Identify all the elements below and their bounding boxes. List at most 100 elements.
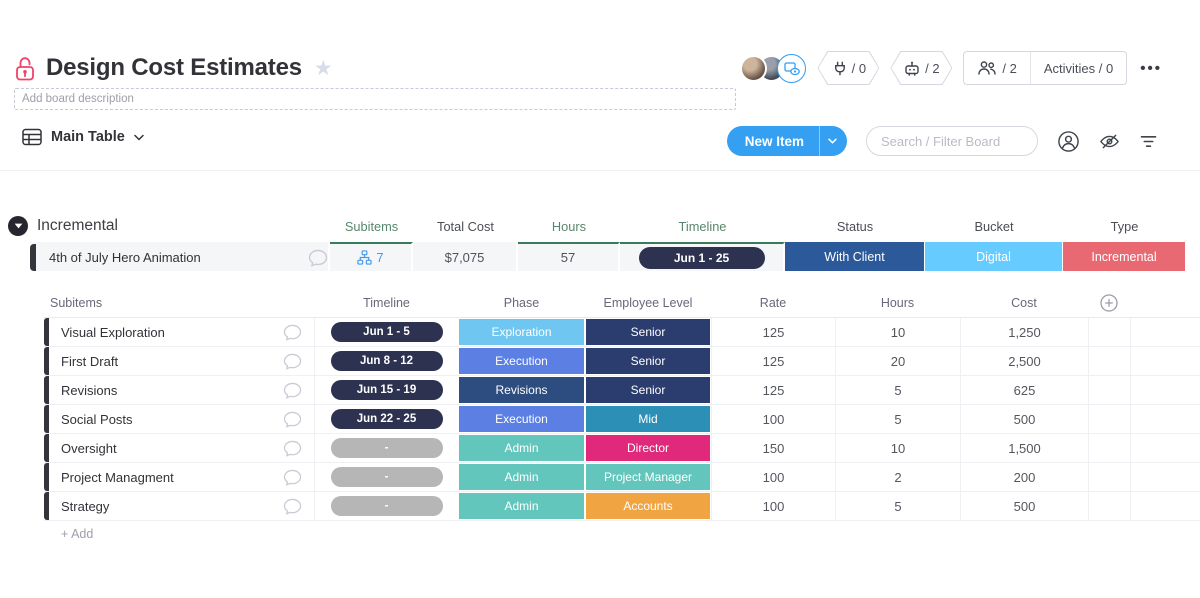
- status-cell[interactable]: With Client: [785, 242, 925, 271]
- subitems-header-employee-level[interactable]: Employee Level: [603, 295, 693, 310]
- hours-cell[interactable]: 2: [835, 463, 960, 491]
- chat-bubble-icon[interactable]: [308, 249, 328, 267]
- rate-cell[interactable]: 150: [711, 434, 835, 462]
- empty-cell[interactable]: [1130, 492, 1200, 520]
- empty-cell[interactable]: [1088, 463, 1130, 491]
- subitem-name-cell[interactable]: First Draft: [44, 347, 315, 375]
- empty-cell[interactable]: [1088, 405, 1130, 433]
- group-title[interactable]: Incremental: [37, 217, 118, 234]
- subitem-timeline-cell[interactable]: Jun 8 - 12: [315, 347, 458, 375]
- add-subitem-button[interactable]: + Add: [61, 527, 94, 541]
- employee-level-cell[interactable]: Accounts: [585, 492, 711, 520]
- subitems-header-timeline[interactable]: Timeline: [363, 295, 410, 310]
- empty-cell[interactable]: [1130, 376, 1200, 404]
- collapse-group-icon[interactable]: [8, 216, 28, 236]
- phase-cell[interactable]: Execution: [458, 347, 585, 375]
- integrations-badge[interactable]: / 0: [817, 51, 879, 85]
- board-members[interactable]: [740, 53, 807, 83]
- cost-cell[interactable]: 1,500: [960, 434, 1088, 462]
- empty-cell[interactable]: [1088, 318, 1130, 346]
- cost-cell[interactable]: 200: [960, 463, 1088, 491]
- search-input[interactable]: [866, 126, 1038, 156]
- column-header-status[interactable]: Status: [836, 218, 874, 234]
- subitem-name-cell[interactable]: Visual Exploration: [44, 318, 315, 346]
- cost-cell[interactable]: 2,500: [960, 347, 1088, 375]
- employee-level-cell[interactable]: Mid: [585, 405, 711, 433]
- filter-icon[interactable]: [1139, 134, 1158, 149]
- employee-level-cell[interactable]: Senior: [585, 347, 711, 375]
- hours-cell[interactable]: 20: [835, 347, 960, 375]
- subitems-count-cell[interactable]: 7: [330, 242, 413, 271]
- phase-cell[interactable]: Admin: [458, 492, 585, 520]
- hours-cell[interactable]: 5: [835, 405, 960, 433]
- chevron-down-icon[interactable]: [134, 134, 144, 141]
- subitems-header-name[interactable]: Subitems: [50, 295, 103, 310]
- timeline-pill[interactable]: Jun 8 - 12: [330, 351, 443, 371]
- new-item-dropdown[interactable]: [819, 126, 847, 156]
- empty-cell[interactable]: [1088, 376, 1130, 404]
- timeline-pill[interactable]: Jun 22 - 25: [330, 409, 443, 429]
- hidden-columns-eye-icon[interactable]: [1099, 132, 1120, 151]
- column-header-type[interactable]: Type: [1110, 218, 1139, 234]
- automations-badge[interactable]: / 2: [890, 51, 952, 85]
- subitem-name-cell[interactable]: Project Managment: [44, 463, 315, 491]
- timeline-pill[interactable]: -: [330, 496, 443, 516]
- subitem-name-cell[interactable]: Oversight: [44, 434, 315, 462]
- phase-cell[interactable]: Execution: [458, 405, 585, 433]
- rate-cell[interactable]: 100: [711, 405, 835, 433]
- subitems-header-phase[interactable]: Phase: [503, 295, 540, 310]
- phase-cell[interactable]: Admin: [458, 463, 585, 491]
- column-header-hours[interactable]: Hours: [551, 218, 587, 234]
- subitems-header-hours[interactable]: Hours: [880, 295, 915, 310]
- timeline-cell[interactable]: Jun 1 - 25: [620, 242, 785, 271]
- column-header-total-cost[interactable]: Total Cost: [437, 218, 494, 234]
- rate-cell[interactable]: 125: [711, 318, 835, 346]
- employee-level-cell[interactable]: Senior: [585, 318, 711, 346]
- chat-bubble-icon[interactable]: [283, 440, 302, 457]
- board-description-input[interactable]: Add board description: [14, 88, 736, 110]
- hours-cell[interactable]: 10: [835, 434, 960, 462]
- item-name-cell[interactable]: 4th of July Hero Animation: [30, 242, 330, 271]
- rate-cell[interactable]: 100: [711, 492, 835, 520]
- type-cell[interactable]: Incremental: [1063, 242, 1186, 271]
- column-header-bucket[interactable]: Bucket: [974, 218, 1014, 234]
- cost-cell[interactable]: 500: [960, 492, 1088, 520]
- chat-bubble-icon[interactable]: [283, 411, 302, 428]
- subitems-header-rate[interactable]: Rate: [759, 295, 787, 310]
- main-table-view-tab[interactable]: Main Table: [22, 128, 144, 146]
- seen-by-icon[interactable]: [777, 53, 807, 83]
- column-header-timeline[interactable]: Timeline: [678, 218, 727, 234]
- phase-cell[interactable]: Revisions: [458, 376, 585, 404]
- hours-cell[interactable]: 5: [835, 376, 960, 404]
- add-column-button[interactable]: [1088, 293, 1130, 312]
- subitems-header-cost[interactable]: Cost: [1011, 295, 1037, 310]
- favorite-star-icon[interactable]: ★: [313, 56, 333, 80]
- employee-level-cell[interactable]: Project Manager: [585, 463, 711, 491]
- hours-summary-cell[interactable]: 57: [518, 242, 620, 271]
- subitem-name-cell[interactable]: Social Posts: [44, 405, 315, 433]
- empty-cell[interactable]: [1130, 405, 1200, 433]
- activities-counter[interactable]: Activities / 0: [1029, 52, 1126, 84]
- rate-cell[interactable]: 100: [711, 463, 835, 491]
- timeline-pill[interactable]: Jun 1 - 5: [330, 322, 443, 342]
- phase-cell[interactable]: Exploration: [458, 318, 585, 346]
- timeline-pill[interactable]: -: [330, 467, 443, 487]
- hours-cell[interactable]: 10: [835, 318, 960, 346]
- hours-cell[interactable]: 5: [835, 492, 960, 520]
- rate-cell[interactable]: 125: [711, 347, 835, 375]
- board-title[interactable]: Design Cost Estimates: [46, 54, 302, 81]
- cost-cell[interactable]: 625: [960, 376, 1088, 404]
- subitem-timeline-cell[interactable]: Jun 15 - 19: [315, 376, 458, 404]
- empty-cell[interactable]: [1088, 492, 1130, 520]
- subitem-timeline-cell[interactable]: Jun 1 - 5: [315, 318, 458, 346]
- timeline-pill[interactable]: Jun 1 - 25: [638, 246, 765, 269]
- employee-level-cell[interactable]: Senior: [585, 376, 711, 404]
- subitem-timeline-cell[interactable]: -: [315, 463, 458, 491]
- avatar[interactable]: [740, 54, 768, 82]
- subitem-timeline-cell[interactable]: -: [315, 492, 458, 520]
- employee-level-cell[interactable]: Director: [585, 434, 711, 462]
- column-header-subitems[interactable]: Subitems: [344, 218, 399, 234]
- timeline-pill[interactable]: Jun 15 - 19: [330, 380, 443, 400]
- lock-icon[interactable]: [14, 55, 46, 82]
- bucket-cell[interactable]: Digital: [925, 242, 1063, 271]
